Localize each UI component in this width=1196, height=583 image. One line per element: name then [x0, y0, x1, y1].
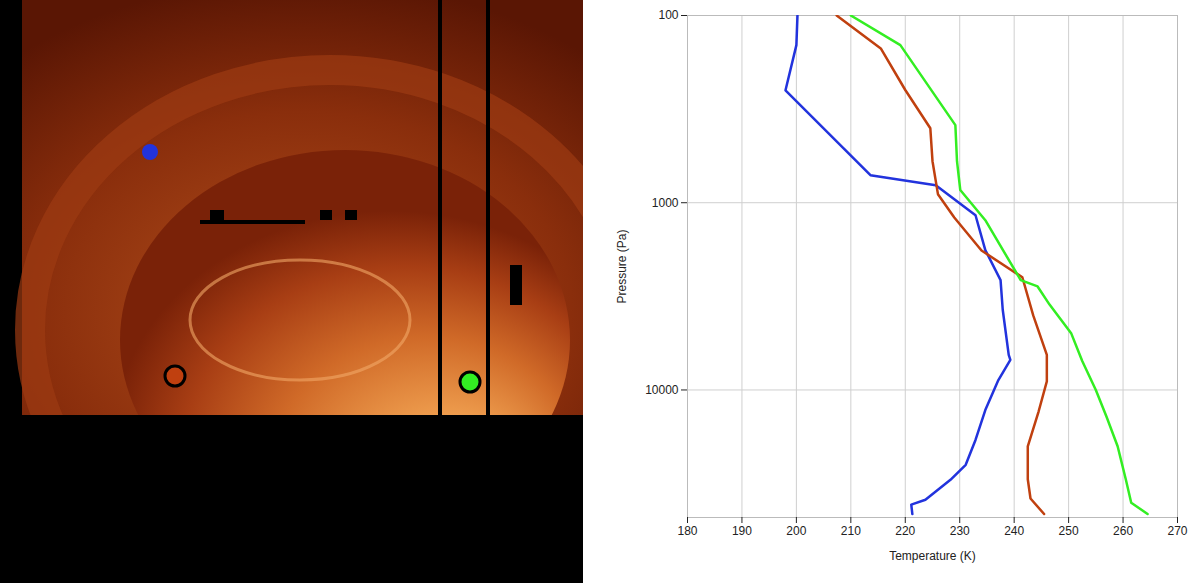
- svg-text:250: 250: [1059, 524, 1079, 538]
- svg-text:180: 180: [677, 524, 697, 538]
- svg-text:10000: 10000: [645, 383, 679, 397]
- svg-text:190: 190: [732, 524, 752, 538]
- svg-text:Temperature (K): Temperature (K): [889, 549, 976, 563]
- svg-text:200: 200: [786, 524, 806, 538]
- svg-text:100: 100: [658, 8, 678, 22]
- svg-text:230: 230: [950, 524, 970, 538]
- svg-text:270: 270: [1167, 524, 1187, 538]
- svg-text:220: 220: [895, 524, 915, 538]
- svg-text:210: 210: [841, 524, 861, 538]
- svg-text:1000: 1000: [652, 196, 679, 210]
- svg-text:Pressure (Pa): Pressure (Pa): [615, 229, 629, 303]
- svg-text:260: 260: [1113, 524, 1133, 538]
- svg-text:240: 240: [1004, 524, 1024, 538]
